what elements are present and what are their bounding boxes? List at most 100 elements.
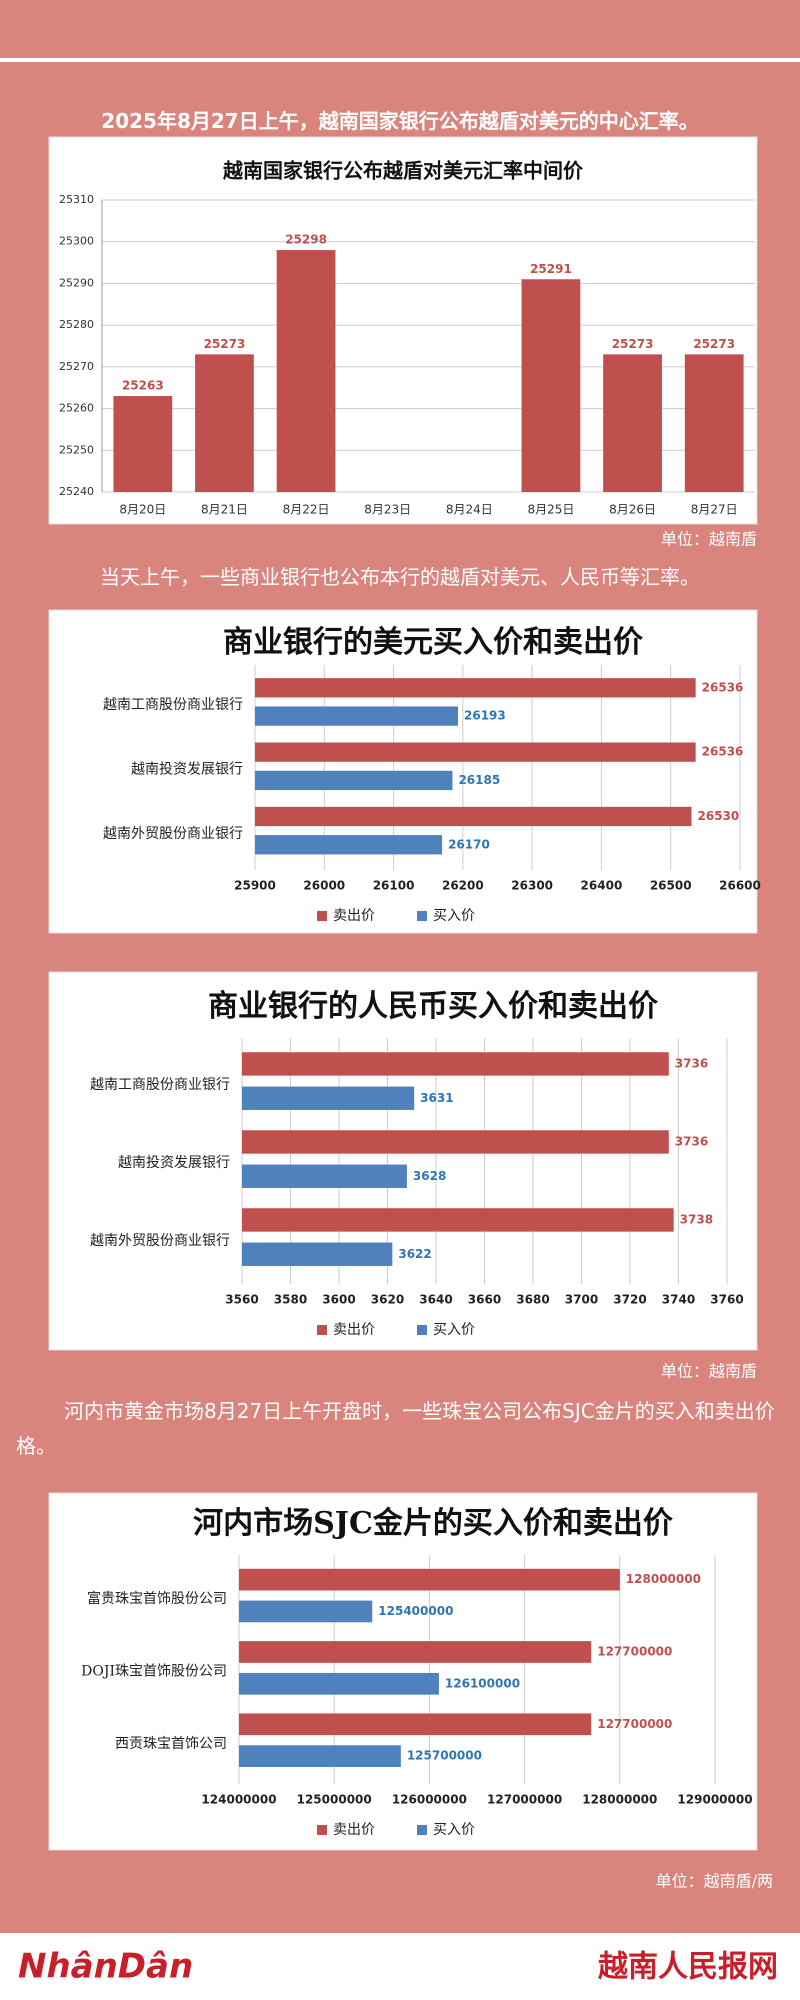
- x-tick-label: 26200: [442, 879, 484, 893]
- x-tick-label: 3720: [613, 1293, 646, 1307]
- x-tick-label: 25900: [234, 879, 276, 893]
- intro-text: 当天上午，一些商业银行也公布本行的越盾对美元、人民币等汇率。: [100, 565, 700, 589]
- data-label: 26170: [448, 837, 490, 851]
- data-label: 3736: [675, 1134, 708, 1148]
- x-tick-label: 3620: [371, 1293, 404, 1307]
- x-tick-label: 8月20日: [119, 503, 166, 517]
- x-tick-label: 124000000: [201, 1793, 276, 1807]
- bar: [242, 1086, 415, 1110]
- data-label: 25273: [612, 337, 654, 351]
- category-label: DOJI珠宝首饰股份公司: [81, 1664, 227, 1680]
- category-label: 越南投资发展银行: [118, 1155, 230, 1171]
- y-tick-label: 25270: [59, 360, 94, 373]
- x-tick-label: 8月21日: [201, 503, 248, 517]
- bar: [255, 706, 459, 726]
- data-label: 128000000: [626, 1572, 701, 1586]
- footer-site: 越南人民报网: [598, 1950, 778, 1985]
- bar: [242, 1164, 407, 1188]
- unit-note: 单位：越南盾: [661, 1362, 757, 1381]
- intro-text: 河内市黄金市场8月27日上午开盘时，一些珠宝公司公布SJC金片的买入和卖出价格。: [16, 1399, 775, 1458]
- bar: [239, 1568, 620, 1591]
- category-label: 越南外贸股份商业银行: [103, 826, 243, 842]
- data-label: 127700000: [597, 1644, 672, 1658]
- bar: [242, 1208, 674, 1232]
- bar: [239, 1600, 373, 1623]
- legend-swatch: [417, 1325, 427, 1335]
- category-label: 越南投资发展银行: [131, 762, 243, 778]
- y-tick-label: 25290: [59, 276, 94, 289]
- x-tick-label: 8月25日: [527, 503, 574, 517]
- bar: [239, 1672, 439, 1695]
- bar: [113, 396, 173, 492]
- bar: [255, 770, 453, 791]
- data-label: 127700000: [597, 1717, 672, 1731]
- unit-note: 单位：越南盾: [661, 530, 757, 549]
- data-label: 26185: [458, 773, 500, 787]
- legend-label: 买入价: [433, 908, 475, 924]
- category-label: 西贡珠宝首饰公司: [115, 1736, 227, 1752]
- bar: [603, 354, 662, 492]
- legend-swatch: [317, 1825, 327, 1835]
- data-label: 125700000: [407, 1749, 482, 1763]
- data-label: 25291: [530, 262, 572, 276]
- x-tick-label: 125000000: [297, 1793, 372, 1807]
- x-tick-label: 3600: [322, 1293, 355, 1307]
- category-label: 富贵珠宝首饰股份公司: [87, 1590, 227, 1607]
- bar: [255, 835, 443, 855]
- x-tick-label: 26400: [581, 879, 623, 893]
- unit-note: 单位：越南盾/两: [656, 1872, 773, 1891]
- x-tick-label: 3640: [419, 1293, 452, 1307]
- x-tick-label: 26300: [511, 879, 553, 893]
- x-tick-label: 3700: [565, 1293, 598, 1307]
- legend-swatch: [417, 1825, 427, 1835]
- data-label: 126100000: [445, 1676, 520, 1690]
- category-label: 越南外贸股份商业银行: [90, 1233, 230, 1249]
- bar: [239, 1713, 592, 1736]
- data-label: 3738: [680, 1212, 713, 1226]
- bar: [255, 742, 696, 762]
- bar: [521, 279, 581, 492]
- legend-label: 卖出价: [333, 908, 375, 924]
- chart-title: 商业银行的美元买入价和卖出价: [223, 625, 643, 660]
- y-tick-label: 25280: [59, 318, 94, 331]
- footer-logo: NhânDân: [18, 1947, 193, 1987]
- bar: [195, 354, 254, 492]
- data-label: 3628: [413, 1169, 446, 1183]
- chart-title: 商业银行的人民币买入价和卖出价: [208, 989, 658, 1024]
- data-label: 26530: [698, 809, 740, 823]
- data-label: 3622: [398, 1247, 431, 1261]
- category-label: 越南工商股份商业银行: [90, 1077, 230, 1093]
- data-label: 25273: [204, 337, 246, 351]
- bar: [242, 1242, 393, 1266]
- x-tick-label: 26500: [650, 879, 692, 893]
- x-tick-label: 126000000: [392, 1793, 467, 1807]
- bar: [239, 1641, 592, 1663]
- bar: [276, 250, 336, 492]
- bar: [255, 678, 696, 698]
- y-tick-label: 25240: [59, 485, 94, 498]
- x-tick-label: 26000: [303, 879, 345, 893]
- chart-box: [48, 971, 758, 1351]
- legend-label: 卖出价: [333, 1322, 375, 1338]
- legend-swatch: [417, 911, 427, 921]
- x-tick-label: 128000000: [582, 1793, 657, 1807]
- data-label: 26536: [702, 680, 744, 694]
- x-tick-label: 8月26日: [609, 503, 656, 517]
- data-label: 3736: [675, 1056, 708, 1070]
- y-tick-label: 25260: [59, 402, 94, 415]
- x-tick-label: 26600: [719, 879, 761, 893]
- footer-band: [0, 1933, 800, 2000]
- bar: [255, 806, 692, 827]
- data-label: 26536: [702, 745, 744, 759]
- x-tick-label: 3680: [516, 1293, 549, 1307]
- x-tick-label: 3660: [468, 1293, 501, 1307]
- x-tick-label: 3580: [274, 1293, 307, 1307]
- legend-label: 买入价: [433, 1822, 475, 1838]
- x-tick-label: 8月27日: [691, 503, 738, 517]
- data-label: 25298: [285, 233, 327, 247]
- y-tick-label: 25310: [59, 193, 94, 206]
- data-label: 25273: [693, 337, 735, 351]
- data-label: 3631: [420, 1091, 453, 1105]
